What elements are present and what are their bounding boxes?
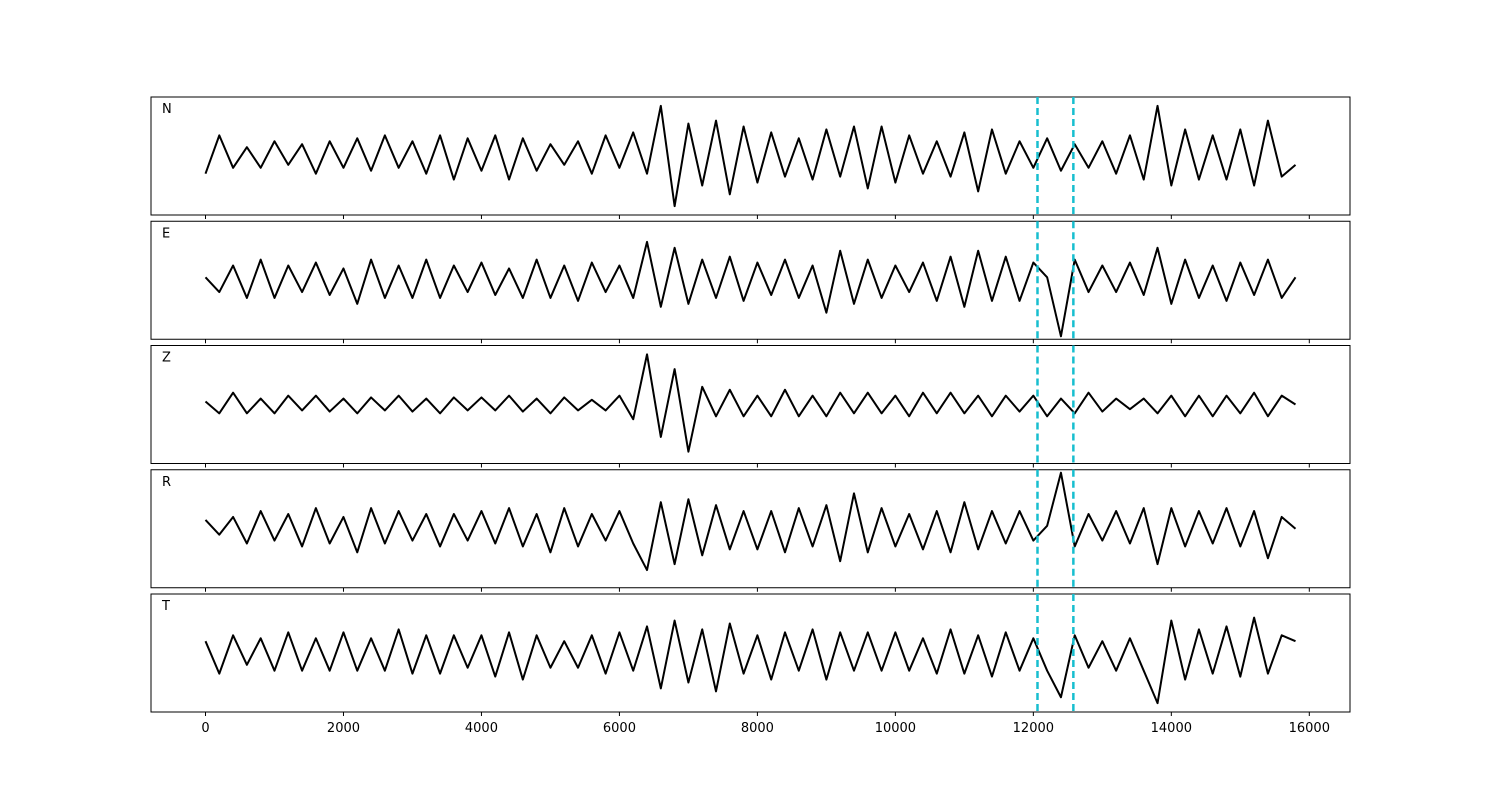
axes-frame (150, 345, 1351, 464)
waveform (204, 104, 1297, 208)
x-tick-label: 8000 (741, 721, 774, 736)
panel-label: Z (162, 351, 171, 366)
x-tick-label: 16000 (1289, 721, 1330, 736)
x-tick-label: 0 (201, 721, 209, 736)
axes-frame (150, 593, 1351, 713)
axes-frame (150, 220, 1351, 340)
waveform (204, 240, 1297, 338)
x-tick-label: 6000 (603, 721, 636, 736)
panel-label: R (162, 475, 171, 490)
axes-frame (150, 96, 1351, 216)
x-tick-label: 4000 (465, 721, 498, 736)
x-tick-label: 10000 (875, 721, 916, 736)
x-tick-label: 14000 (1151, 721, 1192, 736)
waveform (204, 616, 1296, 705)
x-tick-label: 12000 (1013, 721, 1054, 736)
panel-label: T (161, 599, 170, 614)
waveform (204, 353, 1297, 453)
panel-label: E (162, 226, 170, 241)
waveform (204, 471, 1297, 572)
panel-label: N (162, 102, 172, 117)
x-tick-label: 2000 (327, 721, 360, 736)
axes-frame (150, 469, 1351, 589)
